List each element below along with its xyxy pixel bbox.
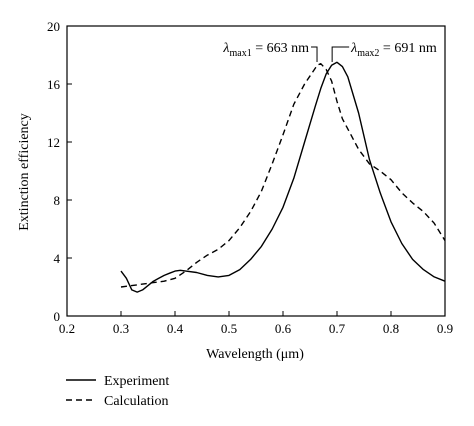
x-tick-label: 0.2 xyxy=(59,321,75,336)
x-axis-label: Wavelength (μm) xyxy=(206,347,304,362)
y-tick-label: 20 xyxy=(47,19,60,34)
annotation-max2-leader xyxy=(331,46,350,62)
annotation-max1-subscript: max1 xyxy=(230,48,252,59)
y-tick-label: 16 xyxy=(47,77,61,92)
x-tick-label: 0.4 xyxy=(167,321,184,336)
legend-label-experiment: Experiment xyxy=(104,374,169,389)
annotation-max2: λmax2 = 691 nm xyxy=(350,41,437,59)
x-tick-label: 0.8 xyxy=(383,321,399,336)
y-tick-label: 0 xyxy=(54,309,61,324)
x-ticks: 0.2 0.3 0.4 0.5 0.6 0.7 0.8 0.9 xyxy=(59,311,453,336)
plot-frame xyxy=(66,25,446,317)
y-tick-label: 12 xyxy=(47,135,60,150)
legend: Experiment Calculation xyxy=(66,374,169,409)
peak-annotations: λmax1 = 663 nm λmax2 = 691 nm xyxy=(222,41,437,62)
x-tick-label: 0.9 xyxy=(437,321,453,336)
annotation-max2-text: λmax2 = 691 nm xyxy=(350,41,437,59)
y-axis-label: Extinction efficiency xyxy=(17,113,32,231)
annotation-max2-value: = 691 nm xyxy=(379,41,436,56)
annotation-max2-subscript: max2 xyxy=(357,48,379,59)
legend-label-calculation: Calculation xyxy=(104,394,169,409)
annotation-max1-text: λmax1 = 663 nm xyxy=(222,41,309,59)
annotation-max1: λmax1 = 663 nm xyxy=(222,41,309,59)
series-calculation xyxy=(120,63,446,288)
plot-axes xyxy=(66,25,446,317)
series-experiment xyxy=(120,61,446,293)
annotation-max2-symbol: λ xyxy=(350,41,357,56)
x-tick-label: 0.6 xyxy=(275,321,292,336)
x-tick-label: 0.7 xyxy=(329,321,346,336)
annotation-max1-value: = 663 nm xyxy=(252,41,309,56)
x-tick-label: 0.3 xyxy=(113,321,129,336)
x-tick-label: 0.5 xyxy=(221,321,237,336)
annotation-max1-leader xyxy=(311,46,318,62)
annotation-max1-symbol: λ xyxy=(222,41,229,56)
series-lines xyxy=(120,61,446,293)
y-ticks: 0 4 8 12 16 20 xyxy=(47,19,72,324)
y-tick-label: 4 xyxy=(54,251,61,266)
y-tick-label: 8 xyxy=(54,193,61,208)
